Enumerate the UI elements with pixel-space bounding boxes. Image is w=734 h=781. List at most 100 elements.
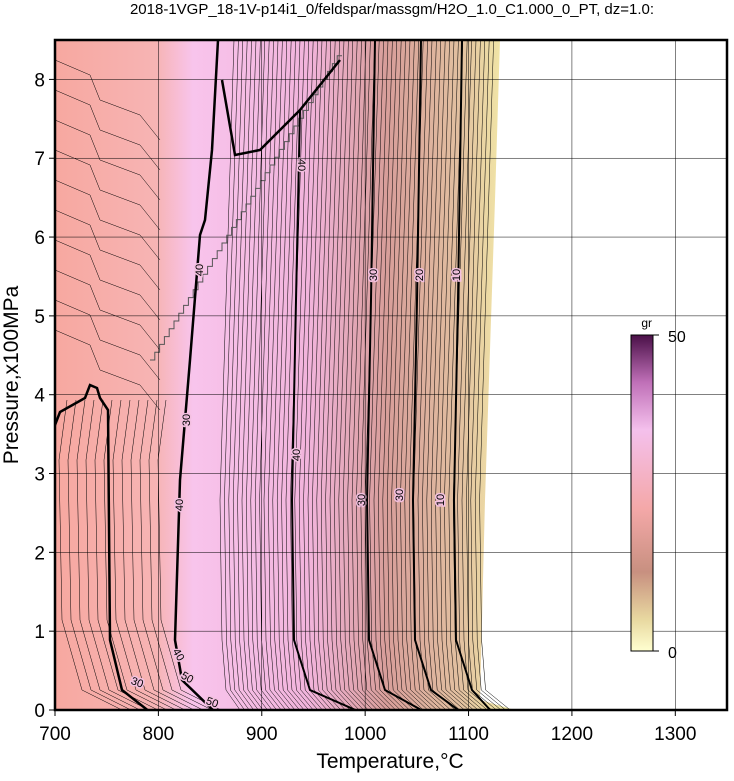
minor-contour	[448, 40, 479, 710]
minor-contour	[246, 40, 268, 710]
minor-contour	[103, 399, 168, 710]
contour-label: 30	[356, 494, 368, 506]
minor-contour	[325, 40, 351, 710]
y-tick-label: 3	[34, 465, 45, 486]
plot-frame	[53, 38, 729, 712]
contour-label: 30	[368, 269, 380, 281]
minor-contour	[268, 40, 291, 710]
minor-contour	[391, 40, 419, 710]
minor-contour	[435, 40, 465, 710]
minor-contour	[474, 40, 506, 710]
minor-contour	[55, 59, 161, 141]
contour-label: 40	[174, 499, 186, 511]
minor-contour	[55, 179, 161, 261]
minor-contour	[58, 399, 123, 710]
contour-label: 40	[291, 449, 303, 461]
x-tick-label: 800	[143, 724, 175, 745]
field	[55, 40, 515, 710]
x-tick-label: 1200	[551, 724, 593, 745]
minor-contour	[444, 40, 474, 710]
contour-line	[452, 40, 492, 710]
minor-contour	[338, 40, 364, 710]
minor-contour	[417, 40, 447, 710]
minor-contour	[55, 239, 161, 321]
minor-contour	[237, 40, 259, 710]
x-tick-label: 700	[39, 724, 71, 745]
minor-contour	[312, 40, 337, 710]
minor-contour	[254, 40, 277, 710]
minor-contour	[395, 40, 424, 710]
minor-contour	[55, 119, 161, 201]
minor-contour	[422, 40, 451, 710]
y-tick-label: 5	[34, 307, 45, 328]
contour-label: 10	[451, 269, 463, 281]
phase-boundary	[55, 383, 150, 710]
minor-contour	[228, 40, 250, 710]
minor-contour	[378, 40, 406, 710]
minor-contour	[439, 40, 470, 710]
minor-contour	[55, 299, 161, 381]
minor-contour	[466, 40, 497, 710]
contour-label: 50	[204, 695, 220, 710]
y-tick-label: 6	[34, 228, 45, 249]
contour-label: 30	[181, 414, 193, 426]
minor-contour	[329, 40, 355, 710]
y-tick-label: 0	[34, 701, 45, 722]
minor-contour	[281, 40, 305, 710]
minor-contour	[342, 40, 369, 710]
y-axis-label: Pressure,x100MPa	[0, 285, 23, 464]
minor-contour	[334, 40, 360, 710]
minor-contour	[356, 40, 383, 710]
minor-contour	[430, 40, 461, 710]
minor-contour	[219, 40, 241, 710]
minor-contour	[369, 40, 396, 710]
minor-contour	[470, 40, 502, 710]
minor-contour	[139, 399, 204, 710]
minor-contour	[259, 40, 282, 710]
minor-contour	[479, 40, 511, 710]
minor-contour	[232, 40, 254, 710]
minor-contour	[404, 40, 433, 710]
minor-contour	[298, 40, 323, 710]
minor-contour	[157, 399, 222, 710]
minor-contour	[85, 399, 150, 710]
y-tick-label: 2	[34, 543, 45, 564]
minor-contour	[55, 269, 161, 351]
y-tick-label: 8	[34, 70, 45, 91]
y-tick-label: 4	[34, 386, 45, 407]
y-tick-label: 7	[34, 149, 45, 170]
x-tick-label: 900	[246, 724, 278, 745]
contour-line	[411, 40, 460, 710]
x-tick-label: 1300	[654, 724, 696, 745]
minor-contour	[408, 40, 438, 710]
x-tick-label: 1100	[448, 724, 489, 745]
colorbar	[630, 334, 654, 652]
x-axis-label: Temperature,°C	[316, 750, 463, 773]
phase-boundary	[173, 40, 220, 710]
minor-contour	[457, 40, 488, 710]
minor-contour	[461, 40, 493, 710]
minor-contour	[316, 40, 341, 710]
minor-contour	[224, 40, 245, 710]
contour-label: 40	[295, 159, 307, 171]
contour-line	[290, 109, 358, 710]
minor-contour	[76, 399, 141, 710]
minor-contour	[67, 399, 132, 710]
minor-contour	[241, 40, 264, 710]
minor-contour	[373, 40, 401, 710]
minor-contour	[320, 40, 346, 710]
minor-contour	[400, 40, 428, 710]
minor-contour	[294, 40, 319, 710]
x-tick-label: 1000	[344, 724, 386, 745]
contour-label: 40	[194, 264, 206, 276]
contour-label: 30	[394, 489, 406, 501]
minor-contour	[130, 399, 195, 710]
minor-contour	[55, 209, 161, 291]
colorbar-label: gr	[641, 316, 652, 330]
plot-area	[55, 40, 515, 710]
phase-boundary	[220, 59, 341, 157]
contour-label: 10	[435, 494, 447, 506]
contour-line	[365, 40, 424, 710]
minor-contour	[276, 40, 300, 710]
colorbar-tick-label: 50	[668, 329, 686, 346]
